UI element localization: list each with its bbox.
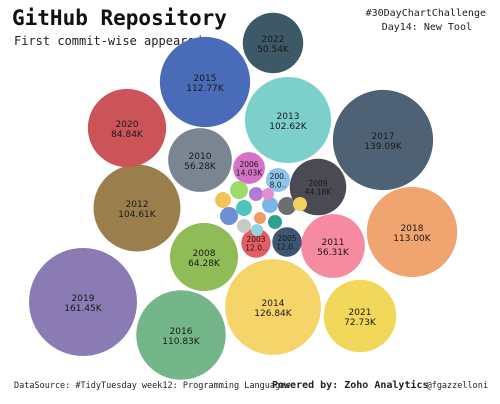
bubble-circle[interactable] xyxy=(332,89,434,191)
bubble-year-label: 2009 xyxy=(308,179,327,188)
bubble-year-label: 2021 xyxy=(349,308,372,318)
bubble-value-label: 104.61K xyxy=(118,210,156,220)
bubble-circle[interactable] xyxy=(159,36,251,128)
bubble-value-label: 84.84K xyxy=(111,130,144,140)
bubble-small-6[interactable] xyxy=(254,212,266,224)
author-handle: @fgazzelloni xyxy=(426,381,488,391)
bubble-circle[interactable] xyxy=(366,186,458,278)
bubble-year-label: 2008 xyxy=(193,249,216,259)
bubble-circle[interactable] xyxy=(244,76,332,164)
chart-title: GitHub Repository xyxy=(12,6,227,30)
bubble-value-label: 161.45K xyxy=(64,304,102,314)
bubble-value-label: 72.73K xyxy=(344,318,377,328)
data-source: DataSource: #TidyTuesday week12: Program… xyxy=(14,381,291,391)
bubble-circle[interactable] xyxy=(169,222,239,292)
bubble-value-label: 56.28K xyxy=(184,162,217,172)
bubble-value-label: 12.0.. xyxy=(245,244,266,253)
bubble-value-label: 126.84K xyxy=(254,309,292,319)
bubble-year-label: 2011 xyxy=(322,238,345,248)
bubble-year-label: 2012 xyxy=(126,200,149,210)
bubble-value-label: 64.28K xyxy=(188,259,221,269)
bubble-value-label: 8.0.. xyxy=(270,181,287,190)
bubble-small-1[interactable] xyxy=(249,187,263,201)
bubble-year-label: 2005 xyxy=(277,234,296,243)
bubble-value-label: 139.09K xyxy=(364,142,402,152)
bubble-circle[interactable] xyxy=(323,279,397,353)
bubble-small-11[interactable] xyxy=(293,197,307,211)
bubble-year-label: 2018 xyxy=(401,224,424,234)
bubble-small-7[interactable] xyxy=(268,215,282,229)
bubble-small-3[interactable] xyxy=(278,197,296,215)
bubble-value-label: 12.0.. xyxy=(276,243,297,252)
bubble-year-label: 2019 xyxy=(72,294,95,304)
bubble-year-label: 2016 xyxy=(170,327,193,337)
bubble-circle[interactable] xyxy=(29,248,137,356)
bubble-value-label: 113.00K xyxy=(393,234,431,244)
bubble-value-label: 44.18K xyxy=(305,188,332,197)
bubble-200[interactable]: 200.8.0.. xyxy=(265,167,291,193)
chart-subtitle: First commit-wise appeared xyxy=(14,34,202,48)
day-tag: Day14: New Tool xyxy=(381,22,472,33)
bubble-small-4[interactable] xyxy=(215,192,231,208)
bubble-circle[interactable] xyxy=(87,88,167,168)
bubble-small-8[interactable] xyxy=(220,207,238,225)
bubble-circle[interactable] xyxy=(225,259,321,355)
bubble-year-label: 2015 xyxy=(194,74,217,84)
bubble-small-12[interactable] xyxy=(251,224,263,236)
bubble-circle[interactable] xyxy=(242,12,304,74)
bubble-value-label: 56.31K xyxy=(317,248,350,258)
bubble-value-label: 14.03K xyxy=(236,169,263,178)
bubble-year-label: 2010 xyxy=(189,152,212,162)
bubble-value-label: 102.62K xyxy=(269,122,307,132)
bubble-small-9[interactable] xyxy=(237,219,251,233)
bubble-circle[interactable] xyxy=(265,167,291,193)
bubble-year-label: 2003 xyxy=(246,235,265,244)
bubble-circle[interactable] xyxy=(233,152,265,184)
bubble-value-label: 112.77K xyxy=(186,84,224,94)
bubble-value-label: 110.83K xyxy=(162,337,200,347)
bubble-small-10[interactable] xyxy=(262,188,274,200)
bubble-circle[interactable] xyxy=(93,164,181,252)
bubble-year-label: 2020 xyxy=(116,120,139,130)
bubble-circle[interactable] xyxy=(168,128,232,192)
bubble-small-0[interactable] xyxy=(230,181,248,199)
bubble-small-5[interactable] xyxy=(236,200,252,216)
bubble-value-label: 50.54K xyxy=(257,45,290,55)
bubble-small-2[interactable] xyxy=(262,197,278,213)
bubble-year-label: 2014 xyxy=(262,299,285,309)
bubble-year-label: 2013 xyxy=(277,112,300,122)
bubble-year-label: 2017 xyxy=(372,132,395,142)
bubble-circle[interactable] xyxy=(136,290,226,380)
bubble-circle[interactable] xyxy=(241,228,271,258)
bubble-circle[interactable] xyxy=(272,227,302,257)
powered-by: Powered by: Zoho Analytics xyxy=(272,380,429,391)
bubble-year-label: 200. xyxy=(270,172,287,181)
bubble-year-label: 2022 xyxy=(262,35,285,45)
bubble-year-label: 2006 xyxy=(239,160,258,169)
bubble-circle[interactable] xyxy=(301,214,365,278)
challenge-tag: #30DayChartChallenge xyxy=(365,8,486,19)
